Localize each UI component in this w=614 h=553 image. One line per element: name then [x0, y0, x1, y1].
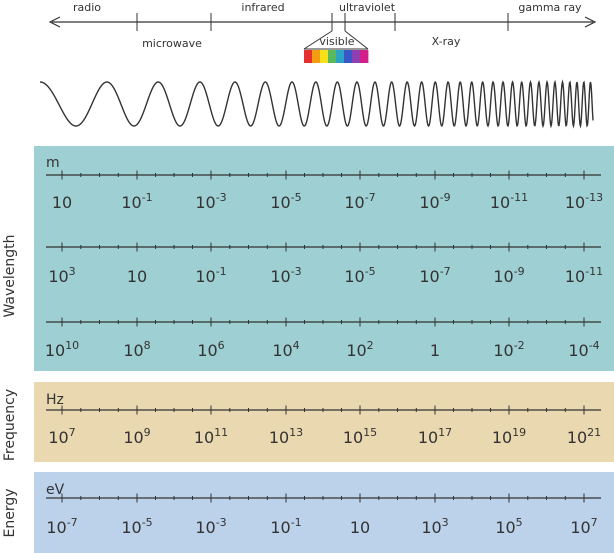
energy-tick-label: 10 — [350, 518, 370, 537]
wavelength-row-2-tick-label: 10-11 — [565, 265, 603, 286]
frequency-tick-label: 1013 — [269, 426, 303, 447]
wavelength-row-1-tick-label: 10-7 — [344, 191, 375, 212]
wavelength-row-1-tick-label: 10-1 — [121, 191, 152, 212]
energy-side-label: Energy — [2, 488, 18, 537]
frequency-tick-label: 1021 — [567, 426, 601, 447]
band-gamma-ray: gamma ray — [518, 1, 582, 14]
wavelength-row-1-tick-label: 10-3 — [195, 191, 226, 212]
wavelength-side-label: Wavelength — [2, 234, 18, 317]
wavelength-unit: m — [46, 155, 60, 171]
wavelength-row-1-tick-label: 10-13 — [565, 191, 603, 212]
rainbow-stripe — [336, 50, 345, 63]
frequency-tick-label: 1015 — [343, 426, 377, 447]
rainbow-stripe — [312, 50, 321, 63]
rainbow-stripe — [360, 50, 369, 63]
energy-panel — [34, 472, 614, 553]
wavelength-row-1-tick-label: 10-5 — [270, 191, 301, 212]
visible-rainbow-bar — [304, 50, 369, 63]
frequency-tick-label: 1019 — [492, 426, 526, 447]
energy-tick-label: 10-7 — [46, 516, 77, 537]
rainbow-stripe — [328, 50, 337, 63]
wavelength-row-3-tick-label: 10-4 — [568, 339, 599, 360]
wavelength-row-3-tick-label: 10-2 — [493, 339, 524, 360]
wavelength-row-3-tick-label: 1 — [430, 341, 440, 360]
wavelength-row-3-tick-label: 104 — [272, 339, 299, 360]
energy-tick-label: 10-5 — [121, 516, 152, 537]
wavelength-row-2-tick-label: 10-3 — [270, 265, 301, 286]
wavelength-row-3-tick-label: 102 — [346, 339, 373, 360]
frequency-tick-label: 109 — [123, 426, 150, 447]
wave-curve — [39, 79, 594, 129]
wavelength-row-3-tick-label: 1010 — [45, 339, 79, 360]
wavelength-row-1-tick-label: 10-9 — [419, 191, 450, 212]
wavelength-row-1-tick-label: 10-11 — [490, 191, 528, 212]
band-x-ray: X-ray — [432, 35, 461, 48]
energy-tick-label: 105 — [495, 516, 522, 537]
wavelength-panel — [34, 146, 614, 371]
frequency-tick-label: 1017 — [418, 426, 452, 447]
energy-tick-label: 107 — [570, 516, 597, 537]
wavelength-row-2-tick-label: 10-9 — [493, 265, 524, 286]
visible-label: visible — [319, 35, 354, 48]
rainbow-stripe — [304, 50, 313, 63]
wavelength-row-2-tick-label: 103 — [48, 265, 75, 286]
wavelength-row-1-tick-label: 10 — [52, 193, 72, 212]
wavelength-row-2-tick-label: 10 — [127, 267, 147, 286]
energy-unit: eV — [46, 482, 65, 498]
wavelength-row-3-tick-label: 108 — [123, 339, 150, 360]
frequency-tick-label: 107 — [48, 426, 75, 447]
band-radio: radio — [73, 1, 101, 14]
wavelength-row-2-tick-label: 10-7 — [419, 265, 450, 286]
energy-tick-label: 10-3 — [195, 516, 226, 537]
rainbow-stripe — [352, 50, 361, 63]
visible-callout — [303, 30, 369, 50]
energy-tick-label: 10-1 — [270, 516, 301, 537]
band-infrared: infrared — [241, 1, 284, 14]
rainbow-stripe — [344, 50, 353, 63]
band-ultraviolet: ultraviolet — [339, 1, 396, 14]
spectrum-axis — [48, 13, 597, 31]
frequency-unit: Hz — [46, 392, 64, 408]
wavelength-row-2-tick-label: 10-1 — [195, 265, 226, 286]
wavelength-row-3-tick-label: 106 — [197, 339, 224, 360]
frequency-panel — [34, 382, 614, 462]
frequency-tick-label: 1011 — [194, 426, 228, 447]
band-microwave: microwave — [142, 37, 202, 50]
rainbow-stripe — [320, 50, 329, 63]
frequency-side-label: Frequency — [2, 389, 18, 461]
wavelength-row-2-tick-label: 10-5 — [344, 265, 375, 286]
energy-tick-label: 103 — [421, 516, 448, 537]
